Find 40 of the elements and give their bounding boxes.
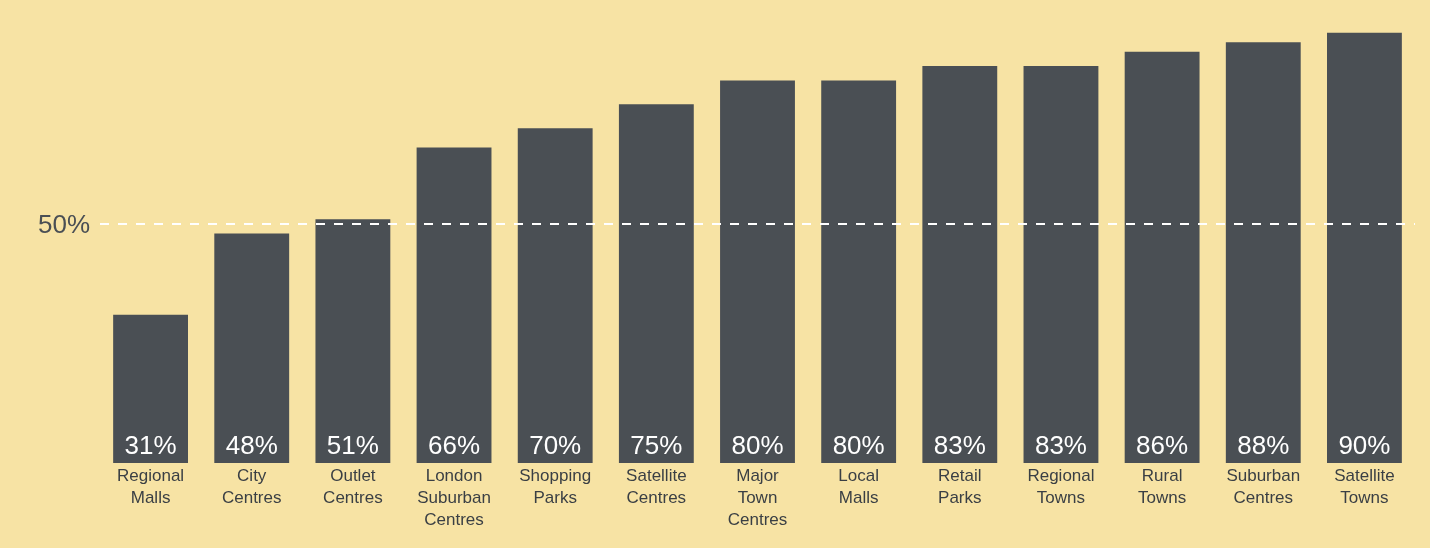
- data-label: 66%: [428, 430, 481, 460]
- x-tick-label: Regional Malls: [117, 466, 185, 508]
- bar: [821, 80, 897, 463]
- data-label: 83%: [933, 430, 986, 460]
- bar: [922, 66, 998, 463]
- x-tick-label: Satellite Centres: [626, 466, 687, 508]
- x-tick-label: City Centres: [221, 466, 282, 508]
- data-label: 48%: [225, 430, 278, 460]
- bar: [1225, 42, 1301, 463]
- data-label: 90%: [1338, 430, 1391, 460]
- x-tick-label: Rural Towns: [1138, 466, 1187, 508]
- x-tick-label: Satellite Towns: [1334, 466, 1395, 508]
- data-label: 51%: [326, 430, 379, 460]
- x-tick-label: Suburban Centres: [1226, 466, 1301, 508]
- x-tick-label: Major Town Centres: [727, 466, 788, 530]
- data-label: 86%: [1136, 430, 1189, 460]
- data-label: 80%: [832, 430, 885, 460]
- ref-line-label: 50%: [38, 209, 91, 239]
- x-tick-label: Regional Towns: [1027, 466, 1095, 508]
- bar: [517, 128, 593, 463]
- data-label: 83%: [1034, 430, 1087, 460]
- data-label: 70%: [529, 430, 582, 460]
- bar: [720, 80, 795, 463]
- data-label: 31%: [124, 430, 177, 460]
- bar: [214, 233, 290, 463]
- x-tick-label: Outlet Centres: [323, 466, 383, 508]
- bar: [315, 219, 391, 463]
- x-tick-label: Local Malls: [838, 466, 879, 508]
- data-label: 75%: [630, 430, 683, 460]
- bar: [618, 104, 694, 463]
- x-tick-label: Shopping Parks: [519, 466, 592, 508]
- bar: [1124, 51, 1200, 463]
- data-label: 80%: [731, 430, 784, 460]
- x-tick-label: London Suburban Centres: [417, 466, 491, 530]
- bar: [1327, 32, 1402, 463]
- bar: [1023, 66, 1099, 463]
- x-tick-label: Retail Parks: [938, 466, 982, 508]
- bar: [416, 147, 492, 463]
- bar: [113, 314, 188, 463]
- data-label: 88%: [1237, 430, 1290, 460]
